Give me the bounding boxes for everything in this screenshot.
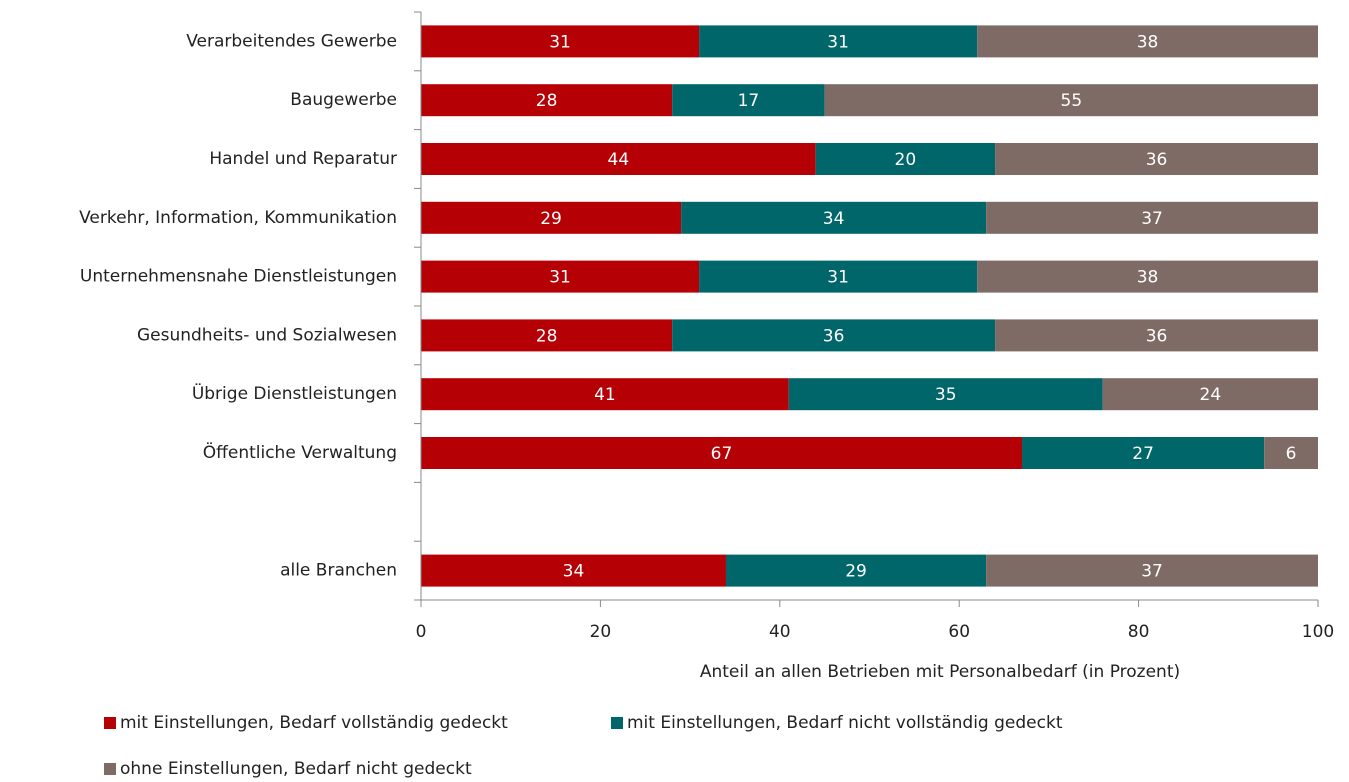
x-tick-label: 100: [1302, 622, 1334, 642]
value-label: 41: [594, 385, 616, 405]
legend-swatch: [611, 717, 623, 729]
legend-label: mit Einstellungen, Bedarf vollständig ge…: [120, 713, 508, 733]
value-label: 44: [608, 150, 630, 170]
value-label: 17: [738, 91, 760, 111]
value-label: 38: [1137, 268, 1159, 288]
bar-segment: [681, 201, 987, 234]
bar-segment: [421, 378, 789, 411]
x-axis-label: Anteil an allen Betrieben mit Personalbe…: [700, 662, 1180, 682]
bar-segment: [699, 25, 978, 58]
bar-segment: [1264, 437, 1318, 469]
bar-segment: [986, 554, 1318, 587]
bar-segment: [421, 554, 726, 587]
value-label: 55: [1061, 91, 1083, 111]
y-tick-label: Verkehr, Information, Kommunikation: [79, 208, 397, 228]
y-tick-label: alle Branchen: [280, 561, 397, 581]
y-tick-label: Verarbeitendes Gewerbe: [186, 31, 397, 51]
value-label: 34: [823, 209, 845, 229]
legend-swatch: [104, 717, 116, 729]
bar-segment: [815, 143, 996, 175]
value-label: 67: [711, 444, 733, 464]
bar-segment: [421, 143, 816, 175]
value-label: 31: [827, 32, 849, 52]
bar-segment: [995, 319, 1318, 352]
bar-segment: [824, 84, 1318, 117]
legend-swatch: [104, 763, 116, 775]
x-tick-label: 40: [769, 622, 791, 642]
bar-segment: [1102, 378, 1318, 411]
bar-segment: [977, 260, 1318, 293]
value-label: 38: [1137, 32, 1159, 52]
bar-segment: [725, 554, 987, 587]
value-label: 29: [845, 562, 867, 582]
bar-segment: [977, 25, 1318, 58]
y-tick-label: Baugewerbe: [290, 90, 397, 110]
x-tick-label: 80: [1128, 622, 1150, 642]
bar-segment: [421, 84, 673, 117]
bar-segment: [421, 319, 673, 352]
value-label: 24: [1200, 385, 1222, 405]
x-tick-label: 20: [590, 622, 612, 642]
y-tick-label: Unternehmensnahe Dienstleistungen: [80, 267, 397, 287]
y-tick-label: Handel und Reparatur: [209, 149, 397, 169]
value-label: 27: [1132, 444, 1154, 464]
value-label: 31: [827, 268, 849, 288]
value-label: 36: [1146, 326, 1168, 346]
value-label: 36: [1146, 150, 1168, 170]
x-tick-label: 0: [416, 622, 427, 642]
x-tick-label: 60: [948, 622, 970, 642]
value-label: 20: [895, 150, 917, 170]
bar-segment: [995, 143, 1318, 175]
bar-segment: [421, 25, 700, 58]
value-label: 37: [1141, 209, 1163, 229]
value-label: 37: [1141, 562, 1163, 582]
value-label: 34: [563, 562, 585, 582]
value-label: 29: [540, 209, 562, 229]
bar-segment: [421, 437, 1022, 469]
bar-segment: [672, 84, 825, 117]
y-tick-label: Gesundheits- und Sozialwesen: [137, 325, 397, 345]
legend-label: mit Einstellungen, Bedarf nicht vollstän…: [627, 713, 1063, 733]
bar-segment: [421, 201, 682, 234]
y-tick-label: Übrige Dienstleistungen: [192, 382, 397, 404]
bar-segment: [672, 319, 996, 352]
bar-segment: [421, 260, 700, 293]
y-tick-label: Öffentliche Verwaltung: [203, 441, 397, 463]
value-label: 6: [1286, 444, 1297, 464]
bar-segment: [699, 260, 978, 293]
bar-segment: [788, 378, 1103, 411]
value-label: 31: [549, 32, 571, 52]
value-label: 36: [823, 326, 845, 346]
value-label: 35: [935, 385, 957, 405]
value-label: 28: [536, 326, 558, 346]
legend-label: ohne Einstellungen, Bedarf nicht gedeckt: [120, 759, 472, 779]
value-label: 28: [536, 91, 558, 111]
value-label: 31: [549, 268, 571, 288]
bar-segment: [986, 201, 1318, 234]
bar-segment: [1021, 437, 1265, 469]
